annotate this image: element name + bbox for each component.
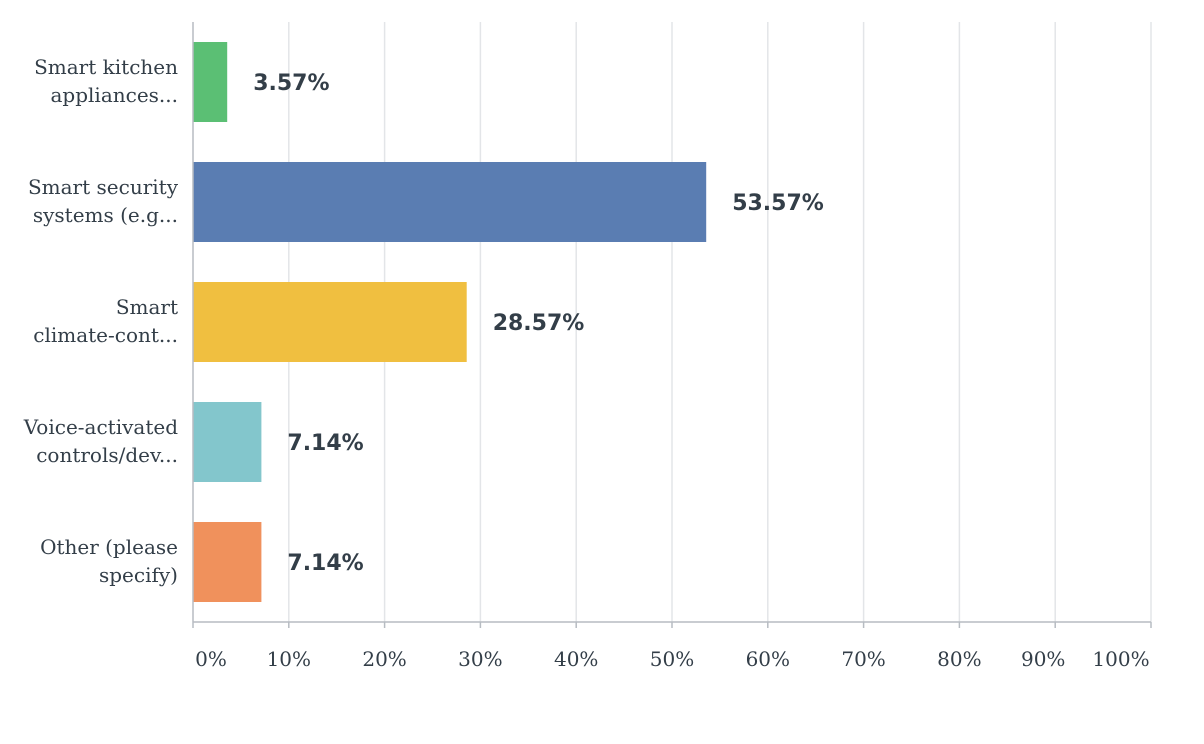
category-label: Smart kitchen	[34, 55, 178, 79]
x-tick-label: 30%	[458, 647, 502, 671]
bar	[193, 162, 707, 242]
category-label: climate-cont...	[33, 323, 178, 347]
data-label: 7.14%	[287, 431, 363, 456]
x-tick-label: 70%	[841, 647, 885, 671]
axes	[192, 22, 1152, 628]
labels: 0% 10% 20% 30% 40% 50% 60% 70% 80% 90% 100% 3.57% Sm…	[23, 55, 1150, 671]
data-label: 7.14%	[287, 551, 363, 576]
x-tick-label: 80%	[937, 647, 981, 671]
category-label: controls/dev...	[36, 443, 178, 467]
x-tick-label: 0%	[195, 647, 227, 671]
bar	[193, 522, 262, 602]
x-tick-label: 20%	[362, 647, 406, 671]
category-label: Smart	[116, 295, 178, 319]
category-label: Voice-activated	[23, 415, 178, 439]
bar	[193, 282, 467, 362]
category-label: Smart security	[28, 175, 179, 199]
x-tick-label: 60%	[746, 647, 790, 671]
bars	[193, 42, 707, 602]
grid-lines	[288, 22, 1152, 622]
bar	[193, 42, 228, 122]
x-tick-label: 100%	[1092, 647, 1149, 671]
category-label: systems (e.g...	[33, 203, 178, 227]
data-label: 53.57%	[732, 191, 824, 216]
category-label: specify)	[99, 563, 178, 587]
bar	[193, 402, 262, 482]
x-tick-label: 50%	[650, 647, 694, 671]
x-tick-label: 10%	[267, 647, 311, 671]
data-label: 28.57%	[493, 311, 585, 336]
data-label: 3.57%	[253, 71, 329, 96]
category-label: appliances...	[51, 83, 179, 107]
x-tick-label: 40%	[554, 647, 598, 671]
category-label: Other (please	[40, 535, 178, 559]
x-tick-label: 90%	[1021, 647, 1065, 671]
